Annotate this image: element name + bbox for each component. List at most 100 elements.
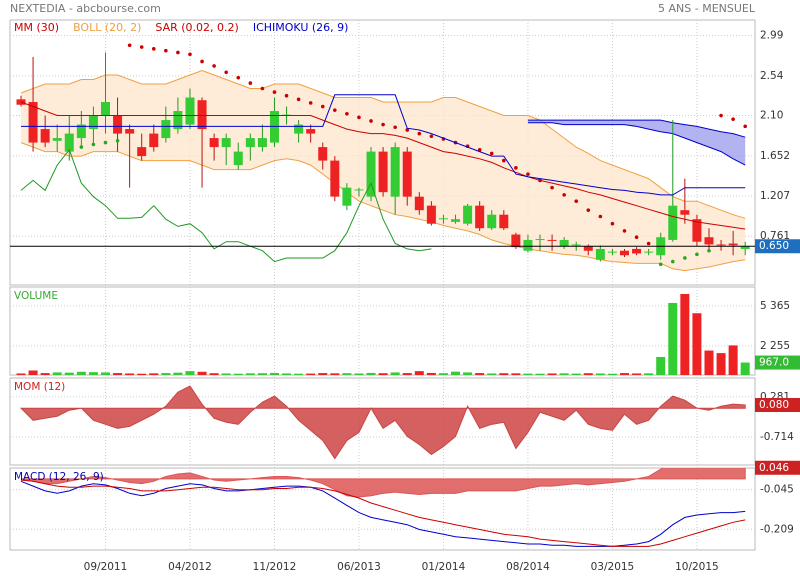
sar-dot [333, 108, 337, 112]
volume-bar [620, 373, 629, 375]
ichimoku-cloud [527, 120, 746, 166]
volume-bar [463, 372, 473, 375]
momentum-area [19, 385, 746, 460]
sar-dot [296, 97, 301, 102]
sar-dot [731, 117, 735, 121]
candle-body [294, 124, 304, 134]
candle-body [547, 239, 557, 241]
candle-body [366, 151, 376, 197]
x-tick-label: 03/2015 [591, 561, 635, 573]
candle-body [414, 196, 424, 211]
sar-dot [417, 131, 422, 136]
volume-bar [294, 373, 304, 375]
volume-bar [233, 373, 243, 375]
x-tick-label: 01/2014 [422, 561, 466, 573]
legend-entry: MM (30) [14, 21, 59, 34]
volume-bar [438, 373, 448, 375]
volume-bar [52, 372, 62, 375]
candle-body [438, 218, 448, 220]
y-tick-label: 0.761 [760, 230, 790, 242]
candle-body [173, 111, 183, 130]
sar-dot [115, 138, 120, 143]
volume-bar [451, 371, 461, 375]
volume-bar [607, 373, 617, 375]
volume-bar [402, 373, 412, 375]
sar-dot [574, 199, 579, 203]
panel-frame [9, 286, 756, 376]
last-value-box [755, 355, 800, 370]
candle-body [559, 239, 569, 247]
cloud-edge [527, 119, 746, 138]
y-tick-label: 2.99 [760, 29, 783, 41]
macd-line [20, 480, 746, 547]
volume-bar [704, 350, 714, 375]
last-value-label: 967.0 [759, 357, 789, 369]
volume-bar [523, 373, 533, 375]
volume-bar [499, 373, 509, 375]
sar-dot [91, 142, 96, 147]
last-value-label: 0.046 [759, 462, 789, 474]
candle-body [511, 234, 521, 248]
volume-bar [632, 373, 642, 375]
volume-bar [221, 373, 231, 375]
candle-body [595, 248, 605, 260]
candle-body [704, 237, 714, 245]
y-tick-label: 2 255 [760, 340, 790, 352]
sar-dot [707, 248, 711, 253]
y-tick-label: 1.652 [760, 150, 790, 162]
volume-bar [197, 371, 207, 375]
sar-dot [248, 81, 253, 85]
candle-body [185, 97, 195, 125]
sar-dot [610, 221, 615, 226]
sar-dot [550, 185, 554, 190]
sar-dot [272, 90, 277, 94]
sar-dot [405, 128, 410, 132]
volume-bar [535, 373, 545, 375]
candle-body [523, 239, 533, 251]
volume-bar [342, 373, 352, 375]
sar-dot [743, 124, 747, 129]
sar-dot [562, 193, 566, 197]
sar-dot [670, 259, 675, 264]
volume-bar [306, 373, 316, 375]
volume-bar [511, 373, 521, 375]
price-panel [10, 43, 755, 272]
volume-bar [76, 371, 86, 375]
candle-body [499, 214, 509, 229]
volume-bar [257, 373, 267, 375]
sar-dot [357, 115, 361, 120]
candle-body [88, 115, 98, 130]
volume-bar [656, 356, 666, 375]
x-tick-label: 10/2015 [675, 561, 719, 573]
sar-dot [683, 256, 687, 260]
y-tick-label: -0.209 [760, 523, 794, 535]
x-tick-label: 08/2014 [506, 561, 550, 573]
volume-bar [366, 372, 376, 375]
sar-dot [634, 235, 639, 240]
y-tick-label: -0.714 [760, 431, 794, 443]
sar-dot [369, 119, 373, 123]
volume-bar [209, 373, 219, 375]
volume-bar [728, 345, 738, 375]
candle-body [583, 246, 593, 251]
volume-bar [28, 370, 38, 375]
sar-dot [79, 145, 84, 149]
volume-bar [125, 373, 135, 375]
candle-body [571, 244, 581, 246]
volume-bar [680, 293, 690, 375]
volume-bar [282, 373, 292, 375]
last-value-box [755, 239, 800, 254]
sar-dot [622, 229, 627, 233]
cloud-edge [527, 122, 746, 166]
candle-body [197, 100, 207, 130]
candle-body [245, 138, 255, 148]
volume-bar [583, 373, 593, 375]
y-tick-label: 2.10 [760, 110, 783, 122]
candle-body [535, 239, 545, 241]
y-tick-label: 2.54 [760, 70, 784, 82]
volume-bar [716, 353, 726, 375]
x-tick-label: 09/2011 [84, 561, 128, 573]
sar-dot [345, 111, 349, 116]
macd-line [20, 479, 746, 547]
